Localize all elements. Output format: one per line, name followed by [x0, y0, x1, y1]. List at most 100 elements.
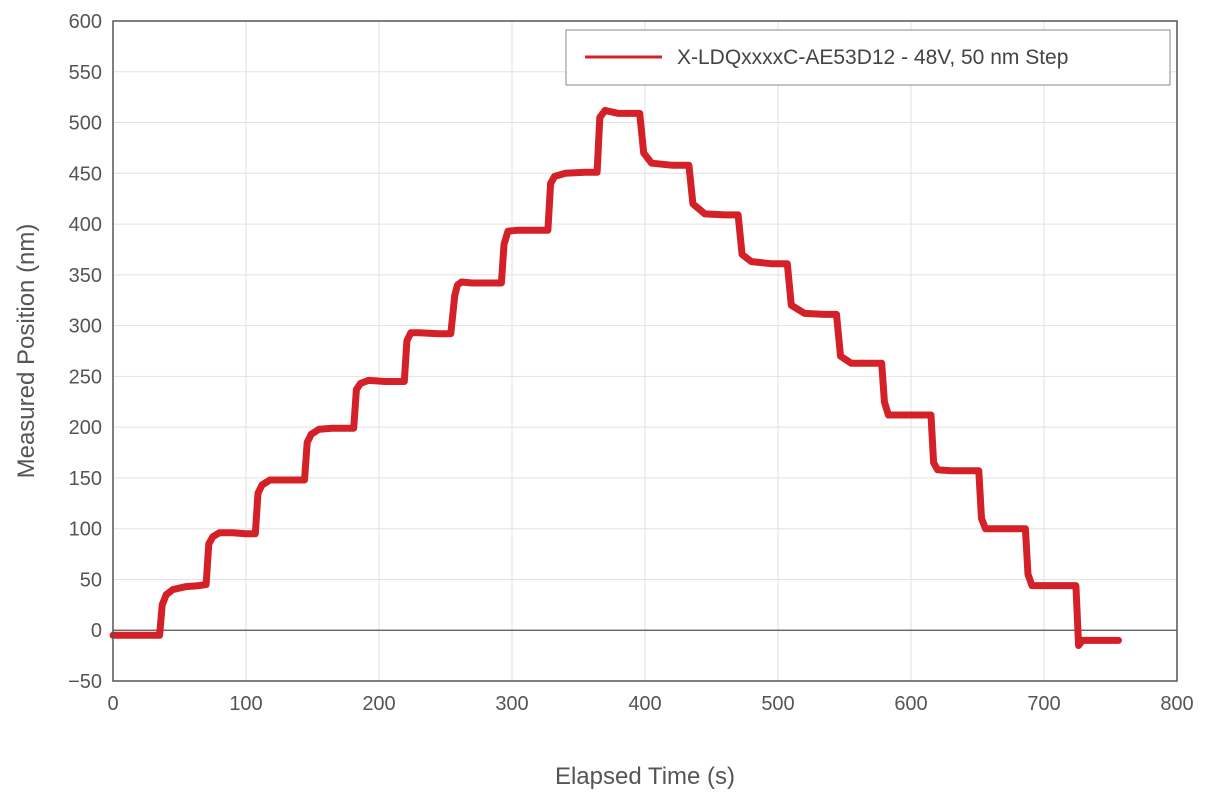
data-point [547, 229, 549, 231]
data-point [461, 281, 462, 283]
data-point [554, 175, 556, 177]
data-point [257, 492, 259, 494]
data-point [331, 427, 333, 429]
x-tick-label: 400 [628, 693, 661, 715]
x-tick-label: 500 [761, 693, 794, 715]
y-tick-label: 400 [69, 214, 102, 236]
y-tick-label: 0 [91, 620, 102, 642]
data-point [306, 441, 308, 443]
x-tick-label: 700 [1027, 693, 1060, 715]
x-tick-label: 0 [107, 693, 118, 715]
data-point [833, 313, 835, 315]
data-point [596, 171, 598, 173]
data-point [923, 414, 925, 416]
data-point [487, 282, 489, 284]
y-tick-label: 200 [69, 417, 102, 439]
y-axis-title: Measured Position (nm) [13, 224, 40, 479]
y-tick-label: 50 [80, 569, 102, 591]
data-point [269, 479, 271, 481]
data-point [285, 479, 287, 481]
data-point [850, 362, 852, 364]
data-point [1078, 645, 1080, 646]
data-point [457, 284, 458, 286]
y-tick-label: 350 [69, 265, 102, 287]
data-point [978, 470, 980, 472]
data-point [304, 479, 305, 481]
data-point [310, 433, 312, 435]
data-point [737, 214, 739, 216]
data-point [704, 213, 706, 215]
data-point [353, 427, 355, 429]
y-tick-label: 600 [69, 11, 102, 33]
data-point [688, 164, 690, 166]
data-point [450, 333, 452, 335]
x-tick-label: 600 [894, 693, 927, 715]
data-point [438, 333, 440, 335]
data-point [1027, 573, 1029, 575]
y-tick-label: 550 [69, 62, 102, 84]
data-point [245, 533, 247, 535]
data-point [981, 518, 982, 519]
data-point [685, 164, 687, 166]
y-tick-label: 100 [69, 519, 102, 541]
data-point [870, 362, 872, 364]
data-point [454, 294, 456, 296]
data-point [997, 528, 998, 530]
data-point [651, 162, 653, 164]
y-tick-label: 500 [69, 113, 102, 135]
data-point [930, 414, 932, 416]
data-point [410, 332, 412, 334]
data-point [347, 427, 349, 429]
y-tick-label: 300 [69, 316, 102, 338]
data-point [604, 109, 606, 111]
data-point [198, 585, 200, 587]
series-layer [109, 106, 1122, 649]
data-point [750, 261, 752, 263]
data-point [165, 594, 167, 596]
data-point [903, 414, 905, 416]
data-point [159, 634, 161, 636]
data-point [804, 312, 806, 314]
data-point [385, 381, 387, 382]
data-point [205, 584, 207, 585]
data-point [172, 589, 174, 591]
legend: X-LDQxxxxC-AE53D12 - 48V, 50 nm Step [565, 29, 1171, 86]
data-point [692, 203, 694, 205]
data-point [639, 112, 641, 114]
data-point [786, 263, 788, 265]
data-point [1016, 528, 1018, 530]
x-axis-title: Elapsed Time (s) [555, 763, 735, 790]
data-point [985, 528, 986, 530]
data-point [724, 214, 726, 216]
data-point [406, 340, 408, 342]
data-point [212, 536, 214, 538]
data-point [1118, 639, 1119, 641]
data-point [824, 313, 825, 315]
data-point [471, 282, 473, 284]
data-point [887, 414, 889, 416]
data-point [734, 214, 736, 216]
data-point [564, 172, 566, 174]
data-point [840, 355, 841, 357]
data-point [218, 532, 220, 534]
data-point [503, 243, 505, 245]
y-tick-label: −50 [68, 671, 102, 693]
data-point [599, 117, 601, 118]
data-point [881, 362, 883, 364]
data-point [671, 164, 673, 166]
data-point [784, 263, 786, 265]
data-point [1082, 639, 1084, 641]
data-point [185, 586, 187, 588]
data-point [518, 229, 520, 231]
legend-label: X-LDQxxxxC-AE53D12 - 48V, 50 nm Step [677, 46, 1068, 69]
legend-box [565, 29, 1171, 86]
data-point [398, 381, 400, 382]
y-tick-label: 450 [69, 163, 102, 185]
data-point [161, 604, 163, 606]
data-point [418, 332, 420, 334]
data-point [208, 543, 210, 545]
data-point [507, 230, 509, 232]
